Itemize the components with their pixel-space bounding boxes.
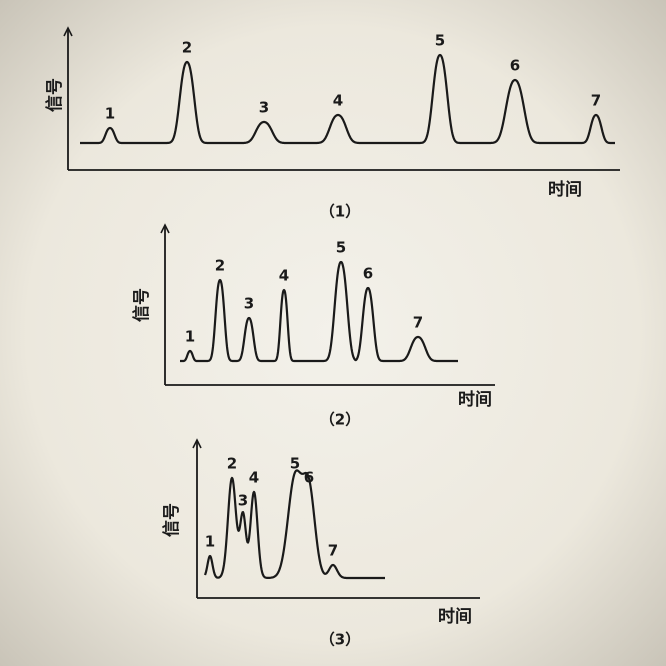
peak-label: 4 bbox=[279, 267, 289, 285]
peak-label: 5 bbox=[435, 32, 445, 50]
panel-caption: （1） bbox=[320, 203, 360, 221]
chromatogram-curve bbox=[79, 53, 616, 145]
peak-label: 1 bbox=[105, 105, 115, 123]
peak-label: 7 bbox=[591, 92, 601, 110]
peak-label: 3 bbox=[238, 492, 248, 510]
y-axis-label: 信号 bbox=[44, 78, 65, 112]
panel-caption: （3） bbox=[320, 631, 360, 649]
peak-label: 1 bbox=[185, 328, 195, 346]
y-axis-label: 信号 bbox=[161, 503, 182, 537]
peak-label: 4 bbox=[249, 469, 259, 487]
peak-label: 3 bbox=[259, 99, 269, 117]
peak-label: 5 bbox=[290, 455, 300, 473]
peak-label: 6 bbox=[510, 57, 520, 75]
peak-label: 5 bbox=[336, 239, 346, 257]
peak-label: 7 bbox=[413, 314, 423, 332]
peak-label: 2 bbox=[182, 39, 192, 57]
peak-label: 6 bbox=[363, 265, 373, 283]
y-axis-label: 信号 bbox=[131, 288, 152, 322]
peak-label: 2 bbox=[215, 257, 225, 275]
peak-label: 2 bbox=[227, 455, 237, 473]
axis-arrow bbox=[160, 223, 170, 234]
x-axis-label: 时间 bbox=[438, 606, 472, 627]
x-axis-label: 时间 bbox=[548, 179, 582, 200]
peak-label: 7 bbox=[328, 542, 338, 560]
chromatogram-curve bbox=[179, 260, 459, 363]
peak-label: 6 bbox=[304, 469, 314, 487]
axis-arrow bbox=[63, 26, 73, 37]
x-axis-label: 时间 bbox=[458, 389, 492, 410]
axis-arrow bbox=[192, 438, 202, 449]
peak-label: 1 bbox=[205, 533, 215, 551]
chromatogram-curve bbox=[203, 469, 386, 580]
peak-label: 4 bbox=[333, 92, 343, 110]
peak-label: 3 bbox=[244, 295, 254, 313]
panel-caption: （2） bbox=[320, 411, 360, 429]
